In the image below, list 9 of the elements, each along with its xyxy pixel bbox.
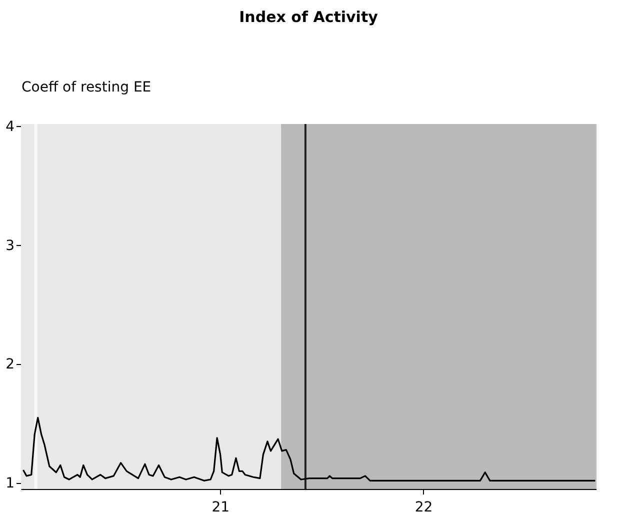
y-tick-label: 4 xyxy=(6,118,15,135)
x-tick-label: 22 xyxy=(414,500,433,513)
line-series xyxy=(22,416,596,482)
y-axis-title: Coeff of resting EE xyxy=(22,80,152,96)
y-tick-label: 3 xyxy=(6,238,14,254)
y-tick-label: 1 xyxy=(6,476,14,492)
chart-title: Index of Activity xyxy=(239,8,378,26)
y-tick-label: 2 xyxy=(6,356,14,373)
x-tick-label: 21 xyxy=(212,500,230,513)
